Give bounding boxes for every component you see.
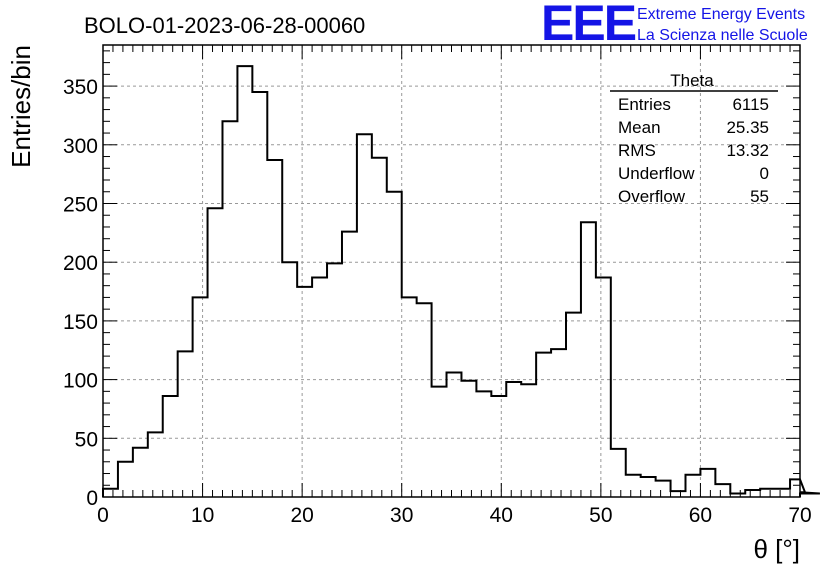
stats-value: 55 <box>750 187 769 206</box>
y-tick-label: 50 <box>75 428 98 451</box>
y-tick-label: 100 <box>63 370 98 393</box>
stats-value: 6115 <box>732 95 769 114</box>
axis-ticks: 0 10 20 30 40 50 60 70 0 50 100 150 200 250 300 350 <box>63 45 812 527</box>
grid-lines <box>103 45 800 497</box>
x-tick-label: 30 <box>390 504 413 527</box>
y-tick-label: 0 <box>86 487 98 510</box>
stats-label: RMS <box>618 141 656 160</box>
y-axis-label: Entries/bin <box>6 45 36 168</box>
histogram-line <box>102 65 820 497</box>
logo-eee-text: EEE <box>541 0 636 51</box>
stats-label: Entries <box>618 95 671 114</box>
y-tick-label: 300 <box>63 135 98 158</box>
y-tick-label: 200 <box>63 252 98 275</box>
chart-title: BOLO-01-2023-06-28-00060 <box>84 13 365 38</box>
x-axis-label: θ [°] <box>753 534 800 564</box>
y-tick-label: 150 <box>63 311 98 334</box>
x-tick-label: 60 <box>689 504 712 527</box>
stats-label: Mean <box>618 118 661 137</box>
stats-rows: Entries 6115 Mean 25.35 RMS 13.32 Underflow 0 Ov… <box>618 95 769 206</box>
stats-title: Theta <box>670 71 714 90</box>
x-tick-label: 20 <box>290 504 313 527</box>
stats-value: 13.32 <box>726 141 769 160</box>
x-tick-label: 50 <box>589 504 612 527</box>
stats-value: 0 <box>760 164 769 183</box>
stats-label: Overflow <box>618 187 686 206</box>
x-tick-label: 70 <box>788 504 811 527</box>
logo-line-2: La Scienza nelle Scuole <box>637 27 808 44</box>
logo-line-1: Extreme Energy Events <box>637 6 805 23</box>
stats-label: Underflow <box>618 164 695 183</box>
x-tick-label: 10 <box>191 504 214 527</box>
y-tick-label: 250 <box>63 193 98 216</box>
stats-box: Theta Entries 6115 Mean 25.35 RMS 13.32 Underf… <box>610 71 778 206</box>
stats-value: 25.35 <box>726 118 769 137</box>
eee-logo: EEE Extreme Energy Events La Scienza nel… <box>541 0 808 51</box>
x-tick-label: 40 <box>490 504 513 527</box>
y-tick-label: 350 <box>63 76 98 99</box>
x-tick-label: 0 <box>97 504 109 527</box>
